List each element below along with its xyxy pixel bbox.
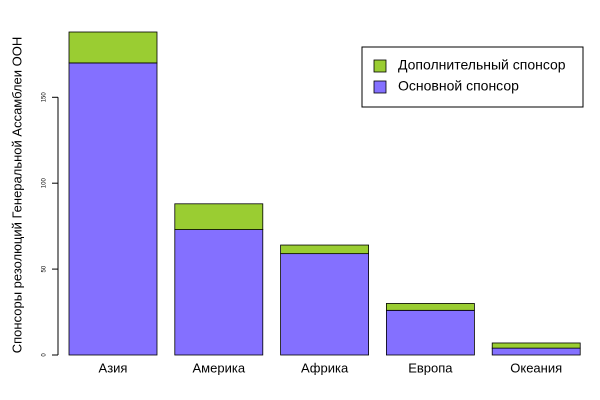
bar-segment	[385, 309, 475, 356]
legend-box	[361, 46, 584, 108]
x-tick-label: Азия	[99, 360, 128, 375]
bar-segment	[385, 303, 475, 311]
x-tick-label: Америка	[193, 360, 246, 375]
y-tick-label: 0	[42, 353, 48, 357]
bar-segment	[68, 62, 158, 356]
bar-segment	[280, 244, 370, 255]
legend-swatch	[373, 80, 387, 94]
bar-segment	[491, 347, 581, 356]
legend-swatch	[373, 59, 387, 73]
legend-label: Дополнительный спонсор	[398, 57, 566, 73]
bar-segment	[68, 31, 158, 64]
bar-segment	[491, 342, 581, 349]
bar-segment	[174, 229, 264, 356]
bar-segment	[280, 253, 370, 356]
y-axis-label: Спонсоры резолюций Генеральной Ассамблеи…	[9, 37, 24, 354]
bar-segment	[174, 203, 264, 230]
x-tick-label: Океания	[510, 360, 562, 375]
y-tick-label: 100	[42, 178, 48, 189]
y-tick-label: 150	[42, 92, 48, 103]
x-tick-label: Европа	[408, 360, 453, 375]
x-tick-label: Африка	[301, 360, 349, 375]
legend-label: Основной спонсор	[398, 78, 519, 94]
y-tick-label: 50	[42, 265, 48, 272]
